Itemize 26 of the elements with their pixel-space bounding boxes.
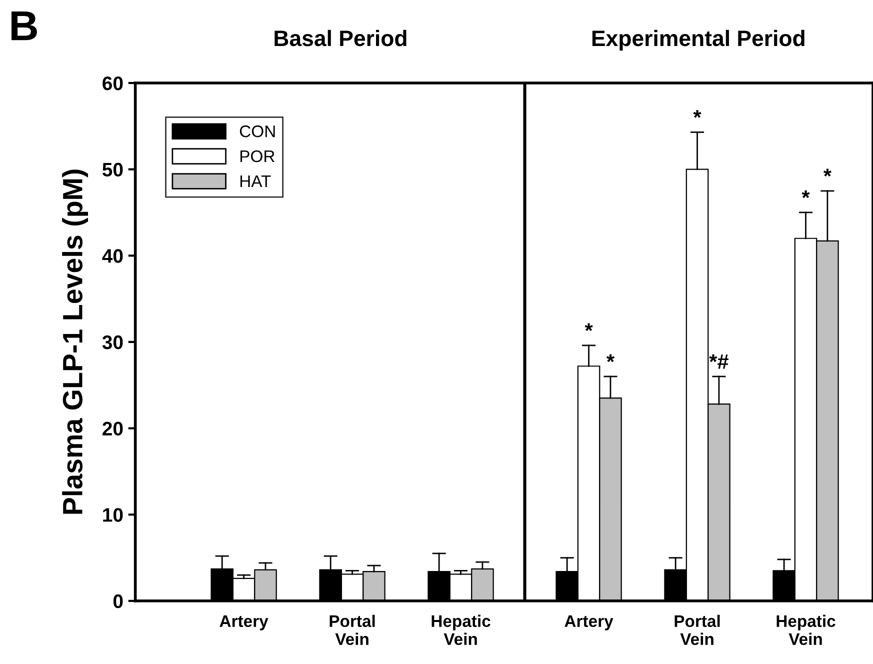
x-tick-label: Hepatic Vein [776,614,836,646]
data-label: * [584,323,593,332]
text: Experimental Period [592,30,804,51]
x-tick-label: Artery [220,615,268,630]
data-label: * [823,168,832,177]
legend-label: CON [240,125,275,138]
y-tick-label: 50 [102,162,123,177]
data-label: *# [709,354,728,369]
data-label: * [606,354,615,362]
data-label: * [693,110,702,118]
x-tick-label: Portal Vein [330,614,375,646]
y-tick-label: 40 [102,249,123,263]
y-tick-label: 30 [102,335,123,350]
x-tick-label: Hepatic Vein [432,614,490,646]
legend-label: POR [240,150,274,162]
x-tick-label: Portal Vein [674,614,720,646]
legend-label: HAT [240,176,271,187]
data-label: * [802,190,810,198]
y-tick-label: 60 [102,76,123,90]
y-tick-label: 10 [103,508,123,522]
text: B [12,11,37,40]
text: Basal Period [274,30,406,46]
x-tick-label: Artery [564,615,614,630]
y-axis-title: Plasma GLP-1 Levels (pM) [62,170,88,514]
y-tick-label: 20 [102,422,123,436]
y-tick-label: 0 [113,594,123,608]
